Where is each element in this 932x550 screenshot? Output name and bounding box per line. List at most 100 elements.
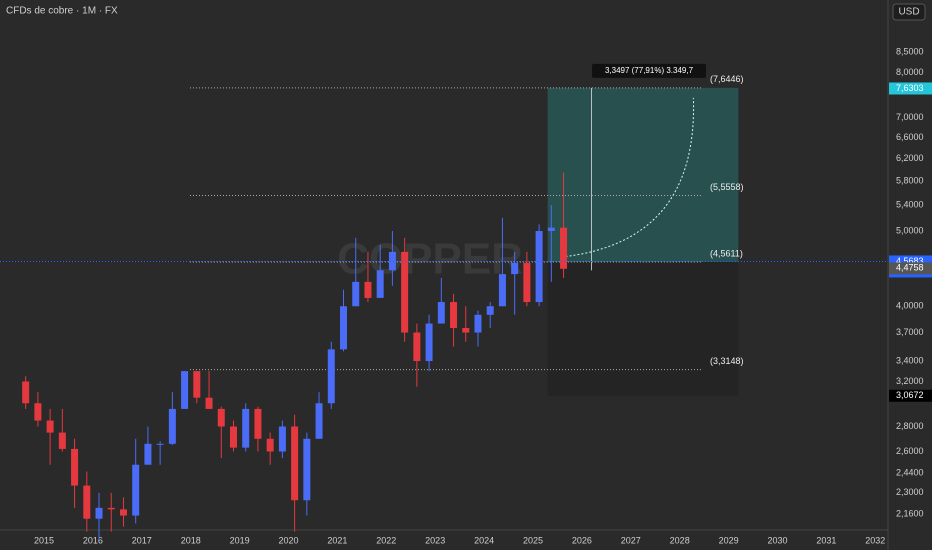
y-tick-label: 3,2000: [896, 376, 924, 386]
price-tag: [889, 82, 932, 95]
candle-body: [278, 426, 286, 452]
candle-body: [364, 281, 372, 298]
level-label: (5,5558): [710, 182, 744, 192]
candle-body: [22, 381, 30, 404]
candle-body: [315, 403, 323, 439]
candle-body: [229, 426, 237, 448]
candle-body: [291, 426, 299, 501]
x-tick-label: 2021: [327, 535, 347, 545]
x-tick-label: 2028: [670, 535, 690, 545]
y-tick-label: 2,4400: [896, 467, 924, 477]
currency-box[interactable]: [892, 3, 926, 21]
candle-body: [107, 507, 115, 510]
candle-body: [340, 306, 348, 350]
x-tick-label: 2027: [621, 535, 641, 545]
y-tick-label: 3,7000: [896, 327, 924, 337]
candle-body: [205, 397, 213, 409]
candle-body: [547, 227, 555, 232]
y-tick-label: 8,5000: [896, 46, 924, 56]
candle-body: [71, 448, 79, 486]
x-tick-label: 2029: [719, 535, 739, 545]
candle-body: [523, 262, 531, 303]
candle-body: [450, 302, 458, 329]
candle-body: [376, 270, 384, 298]
y-tick-label: 4,0000: [896, 301, 924, 311]
y-tick-label: 2,1600: [896, 508, 924, 518]
candle-body: [254, 408, 262, 439]
x-tick-label: 2015: [34, 535, 54, 545]
candle-body: [168, 408, 176, 444]
candle-body: [486, 306, 494, 315]
y-tick-label: 5,4000: [896, 199, 924, 209]
candle-body: [303, 438, 311, 501]
x-tick-label: 2026: [572, 535, 592, 545]
candle-body: [119, 509, 127, 516]
candle-body: [498, 274, 506, 307]
y-tick-label: 2,3000: [896, 487, 924, 497]
y-tick-label: 6,2000: [896, 153, 924, 163]
price-tag: [889, 389, 932, 402]
x-tick-label: 2025: [523, 535, 543, 545]
position-label: 3,3497 (77,91%) 3.349,7: [605, 66, 694, 75]
price-tag-label: 4,4758: [896, 263, 924, 273]
y-tick-label: 7,0000: [896, 112, 924, 122]
x-tick-label: 2017: [132, 535, 152, 545]
price-tag-label: 3,0672: [896, 390, 924, 400]
candle-body: [144, 443, 152, 465]
candle-body: [34, 403, 42, 421]
candle-body: [352, 281, 360, 307]
candle-body: [474, 314, 482, 333]
candle-body: [437, 302, 445, 324]
x-tick-label: 2019: [230, 535, 250, 545]
x-tick-label: 2030: [767, 535, 787, 545]
chart-title: CFDs de cobre · 1M · FX: [6, 6, 118, 17]
candle-body: [266, 438, 274, 452]
x-tick-label: 2022: [376, 535, 396, 545]
candle-body: [95, 507, 103, 519]
arrow-curve: [561, 97, 694, 258]
x-tick-label: 2016: [83, 535, 103, 545]
price-tag-label: 7,6303: [896, 83, 924, 93]
candle-body: [462, 328, 470, 333]
candle-body: [327, 349, 335, 404]
price-tag-label: 4,5683: [896, 256, 924, 266]
x-tick-label: 2032: [865, 535, 885, 545]
candle-body: [511, 262, 519, 275]
y-tick-label: 6,6000: [896, 132, 924, 142]
candle-body: [132, 464, 140, 516]
y-tick-label: 3,4000: [896, 355, 924, 365]
candle-body: [217, 408, 225, 427]
candle-body: [46, 420, 54, 433]
level-label: (4,5611): [710, 248, 743, 258]
candle-body: [388, 251, 396, 271]
x-tick-label: 2031: [816, 535, 836, 545]
y-tick-label: 8,0000: [896, 67, 924, 77]
y-tick-label: 5,0000: [896, 225, 924, 235]
x-tick-label: 2023: [425, 535, 445, 545]
candle-body: [401, 251, 409, 333]
position-stop-zone: [547, 261, 739, 396]
candle-body: [156, 443, 164, 445]
candle-body: [425, 323, 433, 362]
candle-body: [535, 231, 543, 303]
y-tick-label: 5,8000: [896, 175, 924, 185]
x-tick-label: 2024: [474, 535, 494, 545]
candle-body: [83, 485, 91, 519]
candle-body: [193, 371, 201, 398]
candle-body: [181, 371, 189, 409]
x-tick-label: 2020: [278, 535, 298, 545]
candle-body: [413, 332, 421, 362]
position-label-box: [592, 63, 706, 78]
y-tick-label: 2,6000: [896, 446, 924, 456]
x-tick-label: 2018: [181, 535, 201, 545]
watermark: COPPER: [337, 235, 523, 284]
level-label: (3,3148): [710, 356, 744, 366]
currency[interactable]: USD: [898, 7, 919, 18]
price-tag: [889, 262, 932, 275]
candle-body: [242, 408, 250, 448]
level-label: (7,6446): [710, 74, 744, 84]
position-target-zone: [547, 87, 739, 262]
candle-body: [58, 432, 66, 449]
candle-body: [560, 227, 568, 269]
